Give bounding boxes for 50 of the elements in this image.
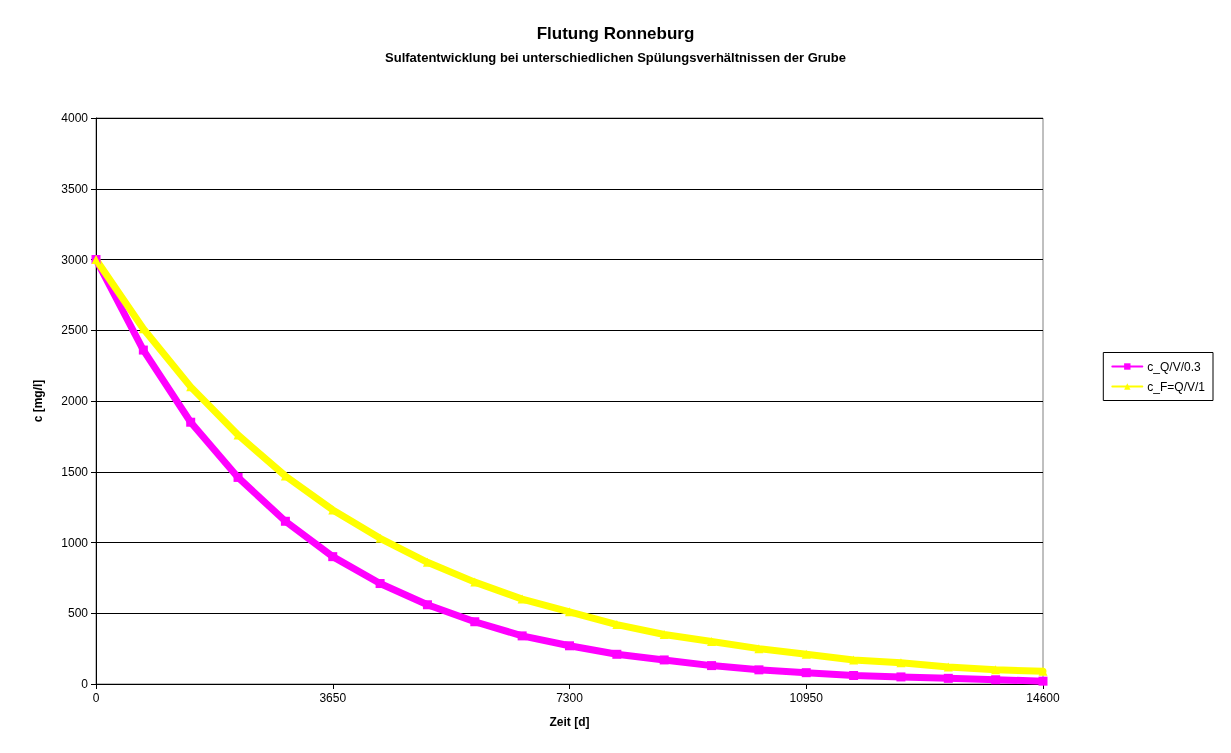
chart-subtitle: Sulfatentwicklung bei unterschiedlichen Spülungsverhältnissen der Grube (385, 50, 846, 65)
x-tick-label: 10950 (789, 691, 824, 705)
y-tick-label: 3500 (61, 181, 89, 196)
y-tick-label: 4000 (61, 111, 89, 125)
point (328, 552, 338, 562)
point (1038, 666, 1048, 676)
x-axis-title: Zeit [d] (549, 715, 590, 729)
point (849, 671, 859, 681)
point (186, 417, 196, 427)
legend-label: c_F=Q/V/1 (1147, 379, 1206, 394)
point (659, 655, 669, 665)
point (943, 662, 953, 672)
point (138, 345, 148, 355)
point (659, 629, 669, 639)
x-tick-label: 0 (92, 691, 100, 705)
x-tick-label: 14600 (1026, 691, 1061, 705)
chart-title: Flutung Ronneburg (536, 24, 695, 43)
point (801, 668, 811, 678)
point (280, 516, 290, 526)
point (943, 673, 953, 683)
y-tick-label: 0 (81, 677, 89, 691)
point (801, 649, 811, 659)
point (422, 600, 432, 610)
point (754, 665, 764, 675)
legend-label: c_Q/V/0.3 (1147, 359, 1201, 374)
point (612, 649, 622, 659)
point (517, 631, 527, 641)
y-tick-label: 3000 (61, 252, 89, 267)
point (375, 579, 385, 589)
point (707, 637, 717, 647)
x-tick-label: 7300 (556, 691, 584, 705)
x-tick-label: 3650 (319, 691, 347, 705)
point (707, 661, 717, 671)
y-tick-label: 1000 (61, 535, 89, 550)
point (896, 672, 906, 682)
point (754, 644, 764, 654)
point (565, 641, 574, 651)
y-tick-label: 2000 (61, 394, 89, 408)
point (896, 658, 906, 668)
point (991, 675, 1001, 685)
point (565, 607, 574, 617)
point (612, 620, 622, 630)
y-tick-label: 2500 (61, 323, 89, 338)
y-axis-title: c [mg/l] (31, 379, 45, 423)
point (233, 472, 243, 482)
point (1038, 676, 1048, 686)
y-tick-label: 1500 (61, 464, 89, 479)
point (470, 617, 480, 627)
point (517, 594, 527, 604)
y-tick-label: 500 (67, 606, 89, 621)
